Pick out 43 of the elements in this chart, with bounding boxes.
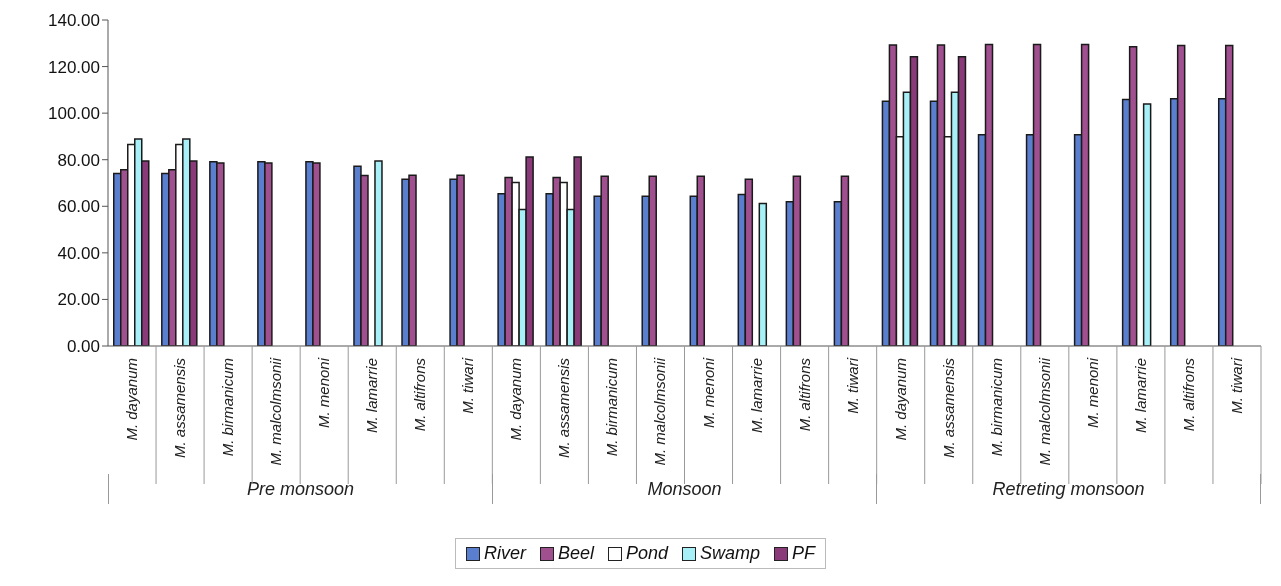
x-tick-label: M. menoni: [315, 357, 333, 429]
x-tick-label: M. dayanum: [123, 358, 141, 441]
x-tick-label: M. altifrons: [795, 357, 813, 432]
bar: [374, 160, 383, 346]
x-tick-label: M. malcolmsonii: [267, 357, 285, 466]
y-tick-label: 100.00: [48, 104, 100, 124]
x-tick-label: M. assamensis: [171, 357, 189, 459]
x-tick-label: M. menoni: [699, 357, 717, 429]
x-tick-label: M. lamarrie: [363, 358, 381, 434]
x-tick-label: M. assamensis: [555, 357, 573, 459]
x-tick-label: M. lamarrie: [747, 358, 765, 434]
text: Pre monsoon: [108, 474, 492, 504]
x-tick-label: M. malcolmsonii: [1035, 357, 1053, 466]
x-tick-label: M. birmanicum: [603, 358, 621, 457]
legend-label: River: [483, 543, 526, 564]
x-tick-label: M. assamensis: [939, 357, 957, 459]
x-tick-label: M. tiwari: [843, 357, 861, 414]
x-tick-label: M. tiwari: [1227, 357, 1245, 414]
legend-label: Swamp: [700, 543, 761, 564]
x-tick-label: M. birmanicum: [219, 358, 237, 457]
y-tick-label: 0.00: [66, 337, 100, 357]
bar: [1142, 103, 1152, 346]
y-tick-label: 140.00: [48, 11, 100, 31]
x-tick-label: M. altifrons: [1179, 357, 1197, 432]
x-tick-label: M. dayanum: [891, 358, 909, 441]
x-tick-label: M. lamarrie: [1131, 358, 1149, 434]
y-tick-label: 120.00: [48, 57, 100, 77]
y-tick-label: 60.00: [57, 197, 100, 217]
legend-label: Beel: [557, 543, 594, 564]
bar: [758, 202, 768, 346]
legend-label: Pond: [625, 543, 669, 564]
x-tick-label: M. malcolmsonii: [651, 357, 669, 466]
x-tick-label: M. altifrons: [411, 357, 429, 432]
text: Monsoon: [492, 474, 876, 504]
x-tick-label: M. menoni: [1083, 357, 1101, 429]
text: Retreting monsoon: [876, 474, 1261, 504]
x-tick-label: M. tiwari: [459, 357, 477, 414]
legend-label: PF: [792, 543, 816, 564]
x-tick-label: M. dayanum: [507, 358, 525, 441]
y-tick-label: 40.00: [57, 243, 100, 263]
y-tick-label: 20.00: [57, 290, 100, 310]
x-tick-label: M. birmanicum: [987, 358, 1005, 457]
y-tick-label: 80.00: [57, 150, 100, 170]
